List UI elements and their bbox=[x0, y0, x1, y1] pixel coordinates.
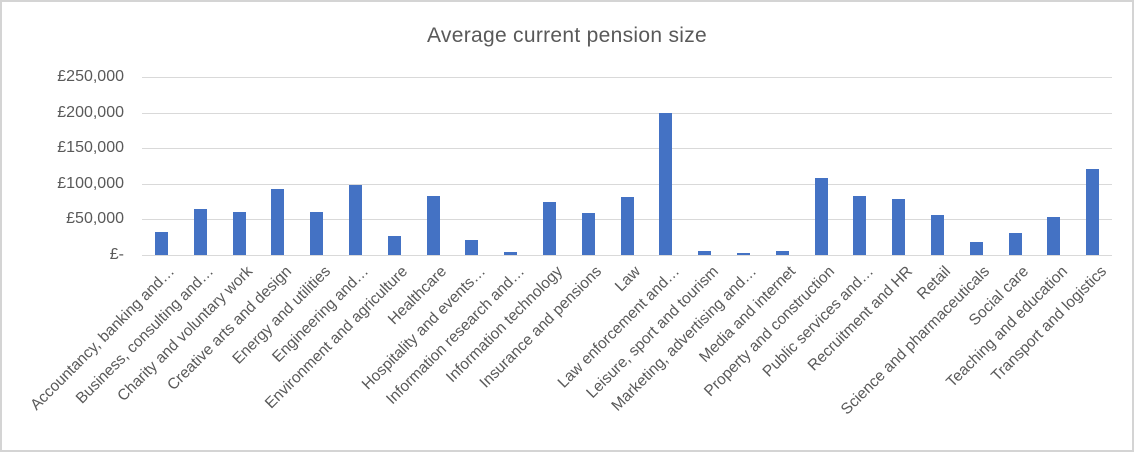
chart-title: Average current pension size bbox=[426, 24, 707, 47]
bar bbox=[387, 236, 401, 255]
bar bbox=[1047, 216, 1061, 255]
bar bbox=[620, 197, 634, 255]
bar bbox=[1008, 232, 1022, 255]
bar bbox=[542, 202, 556, 255]
bar bbox=[465, 240, 479, 255]
y-axis-tick-label: £250,000 bbox=[57, 68, 124, 85]
y-axis-tick-label: £100,000 bbox=[57, 174, 124, 192]
bar bbox=[736, 252, 750, 255]
y-axis-tick-label: £150,000 bbox=[57, 139, 124, 157]
bar bbox=[348, 185, 362, 255]
gridline bbox=[142, 77, 1112, 78]
bar bbox=[698, 250, 712, 255]
bar bbox=[1086, 168, 1100, 255]
bar bbox=[969, 242, 983, 255]
gridline bbox=[142, 255, 1112, 256]
bar bbox=[853, 195, 867, 255]
bar bbox=[232, 212, 246, 255]
y-axis-tick-label: £200,000 bbox=[57, 103, 124, 121]
bar bbox=[775, 250, 789, 255]
bar bbox=[271, 189, 285, 255]
gridline bbox=[142, 112, 1112, 114]
bar bbox=[930, 215, 944, 255]
bar bbox=[892, 199, 906, 255]
bar bbox=[154, 232, 168, 255]
y-axis-tick-label: £50,000 bbox=[66, 210, 124, 228]
bar bbox=[193, 209, 207, 255]
bar bbox=[504, 252, 518, 255]
y-axis-tick-label: £- bbox=[109, 246, 124, 263]
bar bbox=[814, 178, 828, 255]
bar bbox=[310, 211, 324, 255]
bar bbox=[426, 195, 440, 255]
gridline bbox=[142, 183, 1112, 185]
bar bbox=[659, 112, 673, 255]
gridline bbox=[142, 148, 1112, 150]
bar bbox=[581, 212, 595, 255]
